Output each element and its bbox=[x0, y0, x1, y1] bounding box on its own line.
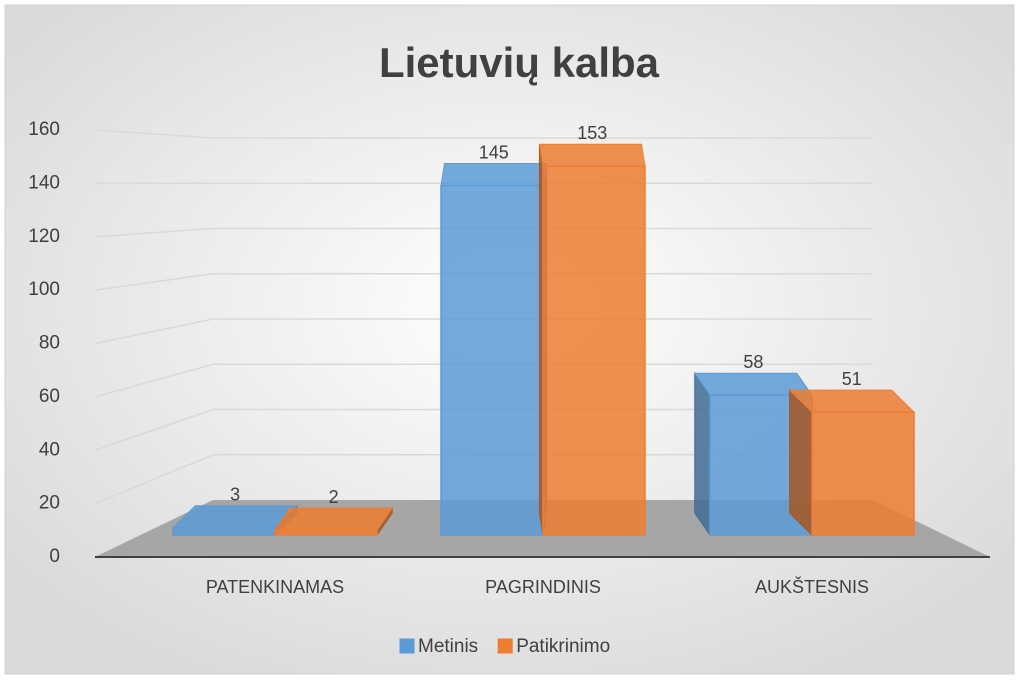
legend-swatch bbox=[400, 639, 414, 653]
y-tick-label: 60 bbox=[39, 386, 60, 407]
data-label: 153 bbox=[577, 123, 607, 143]
data-label: 3 bbox=[230, 485, 240, 505]
y-tick-label: 140 bbox=[28, 172, 60, 193]
y-tick-label: 40 bbox=[39, 439, 60, 460]
bar-side bbox=[695, 373, 710, 535]
y-tick-label: 160 bbox=[28, 119, 60, 140]
bar bbox=[812, 412, 914, 535]
y-tick-label: 100 bbox=[28, 279, 60, 300]
x-tick-label: PATENKINAMAS bbox=[206, 577, 344, 597]
bar-top bbox=[441, 164, 547, 186]
chart-title: Lietuvių kalba bbox=[379, 39, 660, 86]
bar bbox=[441, 186, 543, 535]
legend-swatch bbox=[498, 639, 512, 653]
legend-label: Metinis bbox=[418, 636, 478, 657]
bar-top bbox=[539, 144, 645, 166]
data-label: 2 bbox=[329, 487, 339, 507]
data-label: 145 bbox=[479, 142, 509, 162]
y-tick-label: 0 bbox=[49, 546, 60, 567]
bar-top bbox=[275, 508, 392, 530]
y-tick-label: 80 bbox=[39, 333, 60, 354]
legend-label: Patikrinimo bbox=[516, 636, 610, 657]
x-tick-label: PAGRINDINIS bbox=[485, 577, 601, 597]
data-label: 58 bbox=[743, 352, 763, 372]
bar bbox=[275, 530, 377, 535]
bar bbox=[173, 528, 275, 535]
x-tick-label: AUKŠTESNIS bbox=[755, 576, 869, 597]
y-tick-label: 120 bbox=[28, 226, 60, 247]
bar bbox=[543, 166, 645, 535]
y-tick-label: 20 bbox=[39, 493, 60, 514]
bar-side bbox=[790, 390, 812, 535]
data-label: 51 bbox=[842, 369, 862, 389]
bar-top bbox=[790, 390, 914, 412]
